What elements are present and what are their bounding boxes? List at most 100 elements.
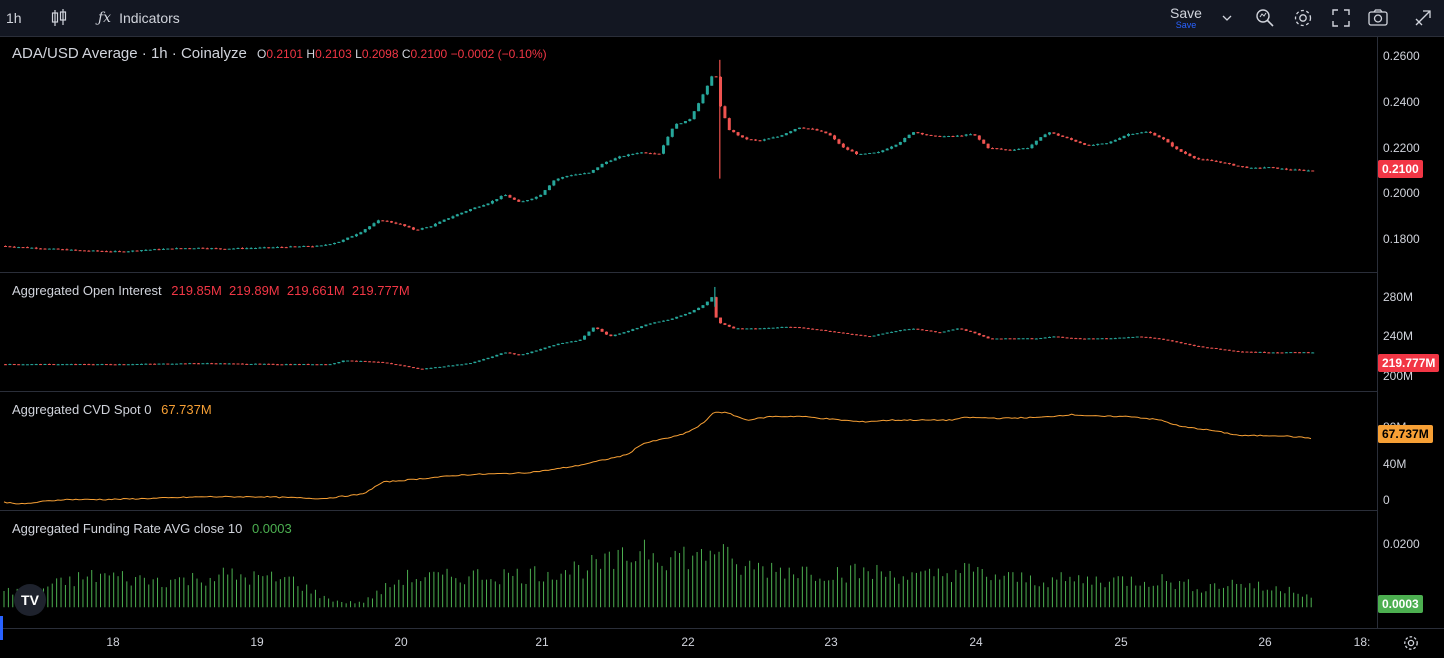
candle-body	[267, 247, 271, 249]
candle-body	[644, 152, 648, 154]
open-interest-series	[4, 286, 1315, 370]
candle-body	[201, 247, 205, 249]
candle-body	[1144, 336, 1148, 338]
logo-text: TV	[21, 592, 39, 608]
candle-body	[302, 364, 306, 366]
interval-button[interactable]: 1h	[6, 0, 22, 36]
candle-body	[604, 161, 608, 164]
gear-icon[interactable]	[1292, 0, 1314, 36]
candle-body	[635, 327, 639, 330]
candle-body	[280, 364, 284, 366]
candle-body	[135, 250, 139, 252]
candles-icon[interactable]	[48, 0, 70, 36]
candle-body	[1232, 163, 1236, 166]
candle-body	[139, 363, 143, 365]
candle-body	[258, 247, 262, 249]
funding-tick-label: 0.0200	[1383, 536, 1420, 551]
candle-body	[1157, 135, 1161, 138]
candle-body	[587, 331, 591, 336]
candle-body	[486, 203, 490, 206]
candle-body	[719, 317, 723, 324]
cvd-title[interactable]: Aggregated CVD Spot 0	[12, 402, 152, 417]
candle-body	[977, 333, 981, 336]
candle-body	[1126, 133, 1130, 136]
candle-body	[732, 326, 736, 329]
candle-body	[332, 363, 336, 365]
fullscreen-icon[interactable]	[1331, 0, 1351, 36]
settings-icon[interactable]	[1402, 634, 1420, 657]
candle-body	[749, 139, 753, 141]
candle-body	[1298, 352, 1302, 354]
funding-title[interactable]: Aggregated Funding Rate AVG close 10	[12, 521, 243, 536]
candle-body	[912, 132, 916, 135]
candle-body	[1008, 149, 1012, 151]
candle-body	[986, 336, 990, 339]
candle-body	[960, 135, 964, 137]
candle-body	[556, 178, 560, 181]
time-tick-label: 23	[824, 635, 838, 649]
candle-body	[144, 363, 148, 365]
time-axis[interactable]	[0, 628, 1444, 658]
candle-body	[346, 237, 350, 240]
candle-body	[385, 362, 389, 364]
candle-body	[1197, 158, 1201, 160]
candle-body	[1276, 167, 1280, 169]
candle-body	[1289, 352, 1293, 354]
candle-body	[100, 250, 104, 252]
oi-title[interactable]: Aggregated Open Interest	[12, 283, 162, 298]
candle-body	[455, 214, 459, 217]
candle-body	[306, 364, 310, 366]
candle-body	[245, 248, 249, 250]
candle-body	[425, 368, 429, 370]
candle-body	[876, 152, 880, 154]
candle-body	[574, 340, 578, 342]
candle-body	[508, 352, 512, 354]
candle-body	[122, 364, 126, 366]
candle-body	[530, 198, 534, 201]
candle-body	[986, 143, 990, 149]
candle-body	[1026, 148, 1030, 150]
candle-body	[1214, 347, 1218, 349]
save-button[interactable]: Save Save	[1170, 0, 1202, 36]
time-tick-label: 18:	[1353, 635, 1371, 649]
candle-body	[863, 153, 867, 155]
candle-body	[8, 246, 12, 248]
candle-body	[995, 148, 999, 150]
pane-separator[interactable]	[0, 391, 1378, 392]
candle-body	[372, 223, 376, 227]
publish-icon[interactable]	[1412, 0, 1434, 36]
candle-body	[947, 136, 951, 138]
candle-body	[661, 145, 665, 154]
candle-body	[1017, 148, 1021, 150]
candle-body	[999, 148, 1003, 150]
candle-body	[894, 331, 898, 333]
candle-body	[679, 123, 683, 125]
pane-separator[interactable]	[0, 510, 1378, 511]
candle-body	[626, 330, 630, 333]
candle-body	[1043, 134, 1047, 138]
chevron-down-icon[interactable]	[1220, 0, 1234, 36]
oi-values: 219.85M 219.89M 219.661M 219.777M	[171, 283, 410, 298]
candle-body	[714, 297, 718, 318]
candle-body	[894, 144, 898, 147]
candle-body	[1087, 338, 1091, 340]
candle-body	[363, 229, 367, 233]
candle-body	[933, 135, 937, 137]
candle-body	[144, 249, 148, 251]
symbol-title[interactable]: ADA/USD Average · 1h · Coinalyze	[12, 45, 247, 62]
candle-body	[223, 248, 227, 250]
candle-body	[381, 220, 385, 222]
tradingview-logo[interactable]: TV	[14, 584, 46, 616]
candle-body	[793, 326, 797, 328]
candle-body	[990, 148, 994, 150]
candle-body	[754, 328, 758, 330]
high-label: H	[306, 47, 316, 61]
candle-body	[938, 135, 942, 137]
magnify-icon[interactable]	[1254, 0, 1276, 36]
candle-body	[394, 222, 398, 224]
indicators-button[interactable]: ƒx Indicators	[98, 0, 180, 36]
oi-tick-label: 280M	[1383, 289, 1414, 304]
camera-icon[interactable]	[1367, 0, 1389, 36]
pane-separator[interactable]	[0, 272, 1378, 273]
